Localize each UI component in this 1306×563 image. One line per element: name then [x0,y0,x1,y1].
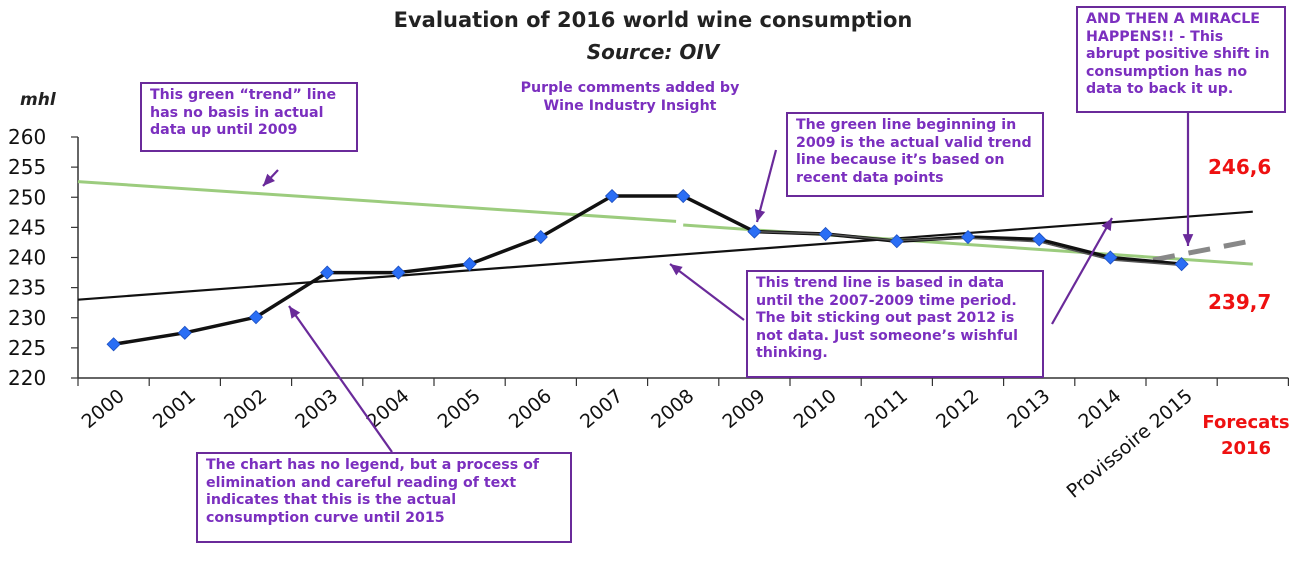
comment-green-trend-recent: The green line beginning in 2009 is the … [786,112,1044,197]
data-point-marker [676,188,691,204]
chart-title: Evaluation of 2016 world wine consumptio… [393,8,913,32]
data-point-marker [106,337,121,352]
arrow-head [1182,234,1194,246]
data-point-marker [320,265,335,280]
arrow-head [754,209,766,222]
y-tick-label: 250 [8,185,46,209]
y-tick-label: 240 [8,246,46,270]
forecast-label-line2: 2016 [1220,438,1272,459]
annotation-arrows [262,98,1194,453]
x-tick-label: 2008 [647,385,698,433]
arrow-shaft [1051,217,1113,325]
x-tick-label: 2013 [1003,385,1054,433]
y-tick-label: 260 [8,125,46,149]
forecast-label-line1: Forecats [1202,412,1290,433]
attribution-note: Purple comments added by Wine Industry I… [520,80,740,114]
data-point-marker [462,257,477,272]
data-point-marker [747,224,762,239]
chart-subtitle: Source: OIV [586,40,720,64]
arrow-shaft [288,305,393,453]
x-tick-label: 2004 [362,385,413,433]
arrow-head [1101,218,1112,231]
y-tick-label: 235 [8,276,46,300]
x-tick-label: Provissoire 2015 [1063,385,1197,503]
data-point-marker [533,229,548,245]
x-tick-label: 2006 [505,385,556,433]
forecast-label: Forecats 2016 [1196,410,1296,462]
x-tick-label: 2011 [861,385,912,433]
y-tick-label: 245 [8,215,46,239]
x-tick-label: 2007 [576,385,627,433]
x-tick-label: 2003 [291,385,342,433]
data-point-marker [1174,257,1189,272]
data-point-marker [960,229,976,245]
x-tick-label: 2009 [718,385,769,433]
trend-line-grey-dashed-forecast [1152,238,1254,263]
y-tick-label: 255 [8,155,46,179]
arrow-head [670,264,683,276]
trend-line-black-linear [77,210,1253,301]
x-tick-label: 2012 [932,385,983,433]
arrow-head [263,173,275,186]
comment-black-trend: This trend line is based in data until t… [746,270,1044,378]
x-tick-label: 2002 [220,385,271,433]
data-point-marker [391,265,406,280]
x-tick-label: 2005 [434,385,485,433]
data-point-marker [1032,232,1047,247]
data-point-marker [1103,250,1118,265]
data-point-marker [604,188,620,204]
data-point-marker [177,325,192,340]
y-tick-label: 230 [8,306,46,330]
arrow-shaft [669,263,745,321]
x-tick-label: 2010 [790,385,841,433]
data-point-marker [889,234,904,249]
data-point-marker [248,310,264,325]
x-tick-label: 2000 [78,385,129,433]
arrow-shaft [755,149,778,223]
x-tick-label: 2014 [1074,385,1125,433]
comment-green-trend-early: This green “trend” line has no basis in … [140,82,358,152]
forecast-value-high: 246,6 [1208,155,1272,179]
y-tick-label: 225 [8,336,46,360]
trend-line-green-early [77,180,677,223]
y-axis: 220 225 230 235 240 245 250 255 260 [8,125,79,390]
y-axis-unit: mhl [20,90,56,110]
data-markers [106,188,1189,352]
data-point-marker [818,226,833,242]
y-tick-label: 220 [8,366,46,390]
forecast-value-low: 239,7 [1208,290,1272,314]
actual-consumption-line [113,194,1182,346]
comment-miracle: AND THEN A MIRACLE HAPPENS!! - This abru… [1076,6,1286,113]
x-tick-label: 2001 [149,385,200,433]
arrow-head [289,306,301,319]
comment-actual-curve: The chart has no legend, but a process o… [196,452,572,543]
